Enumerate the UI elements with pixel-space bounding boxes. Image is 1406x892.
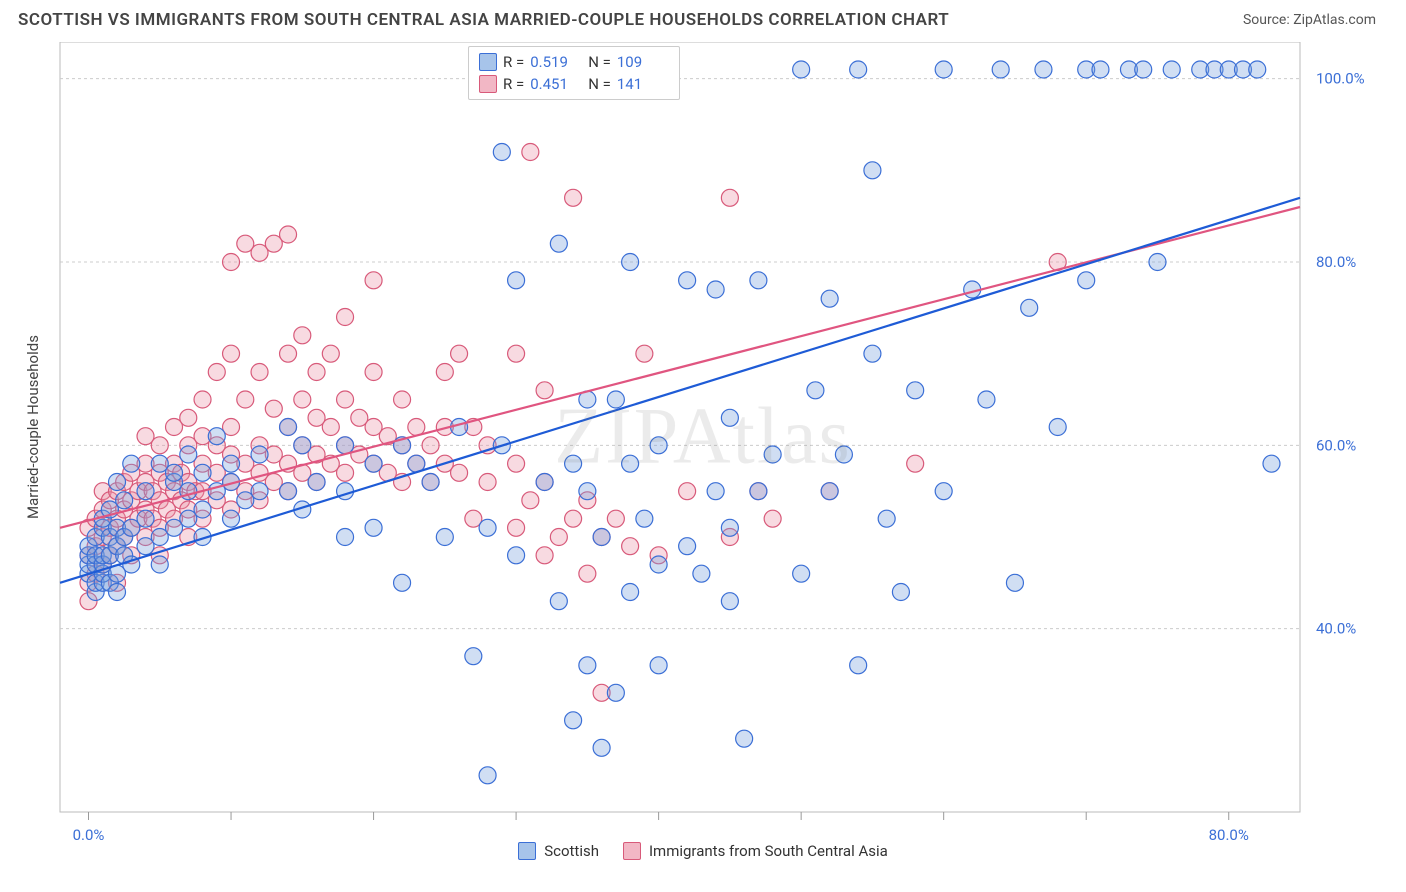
svg-text:100.0%: 100.0% <box>1316 70 1365 88</box>
legend-row-scottish: R = 0.519 N = 109 <box>479 51 669 73</box>
immigrants-n-value: 141 <box>617 75 669 93</box>
svg-text:80.0%: 80.0% <box>1316 253 1356 271</box>
series-legend: Scottish Immigrants from South Central A… <box>18 842 1388 860</box>
r-label: R = <box>503 53 524 71</box>
immigrants-label: Immigrants from South Central Asia <box>649 842 888 860</box>
svg-text:40.0%: 40.0% <box>1316 620 1356 638</box>
n-label: N = <box>588 75 611 93</box>
legend-item-immigrants: Immigrants from South Central Asia <box>623 842 888 860</box>
scatter-chart-svg: 40.0%60.0%80.0%100.0%0.0%80.0%Married-co… <box>18 42 1388 864</box>
immigrants-swatch <box>479 75 497 93</box>
chart-area: 40.0%60.0%80.0%100.0%0.0%80.0%Married-co… <box>18 42 1388 864</box>
scottish-r-value: 0.519 <box>530 53 582 71</box>
header: SCOTTISH VS IMMIGRANTS FROM SOUTH CENTRA… <box>0 0 1406 30</box>
scottish-swatch <box>518 842 536 860</box>
correlation-legend: R = 0.519 N = 109 R = 0.451 N = 141 <box>468 46 680 100</box>
source-attribution: Source: ZipAtlas.com <box>1243 12 1376 28</box>
legend-row-immigrants: R = 0.451 N = 141 <box>479 73 669 95</box>
chart-title: SCOTTISH VS IMMIGRANTS FROM SOUTH CENTRA… <box>18 10 949 30</box>
scottish-label: Scottish <box>544 842 599 860</box>
immigrants-r-value: 0.451 <box>530 75 582 93</box>
source-label: Source: <box>1243 12 1293 28</box>
svg-text:60.0%: 60.0% <box>1316 436 1356 454</box>
legend-item-scottish: Scottish <box>518 842 599 860</box>
scottish-swatch <box>479 53 497 71</box>
r-label: R = <box>503 75 524 93</box>
n-label: N = <box>588 53 611 71</box>
svg-text:Married-couple Households: Married-couple Households <box>24 335 42 519</box>
scottish-n-value: 109 <box>617 53 669 71</box>
immigrants-swatch <box>623 842 641 860</box>
source-value: ZipAtlas.com <box>1293 12 1376 28</box>
